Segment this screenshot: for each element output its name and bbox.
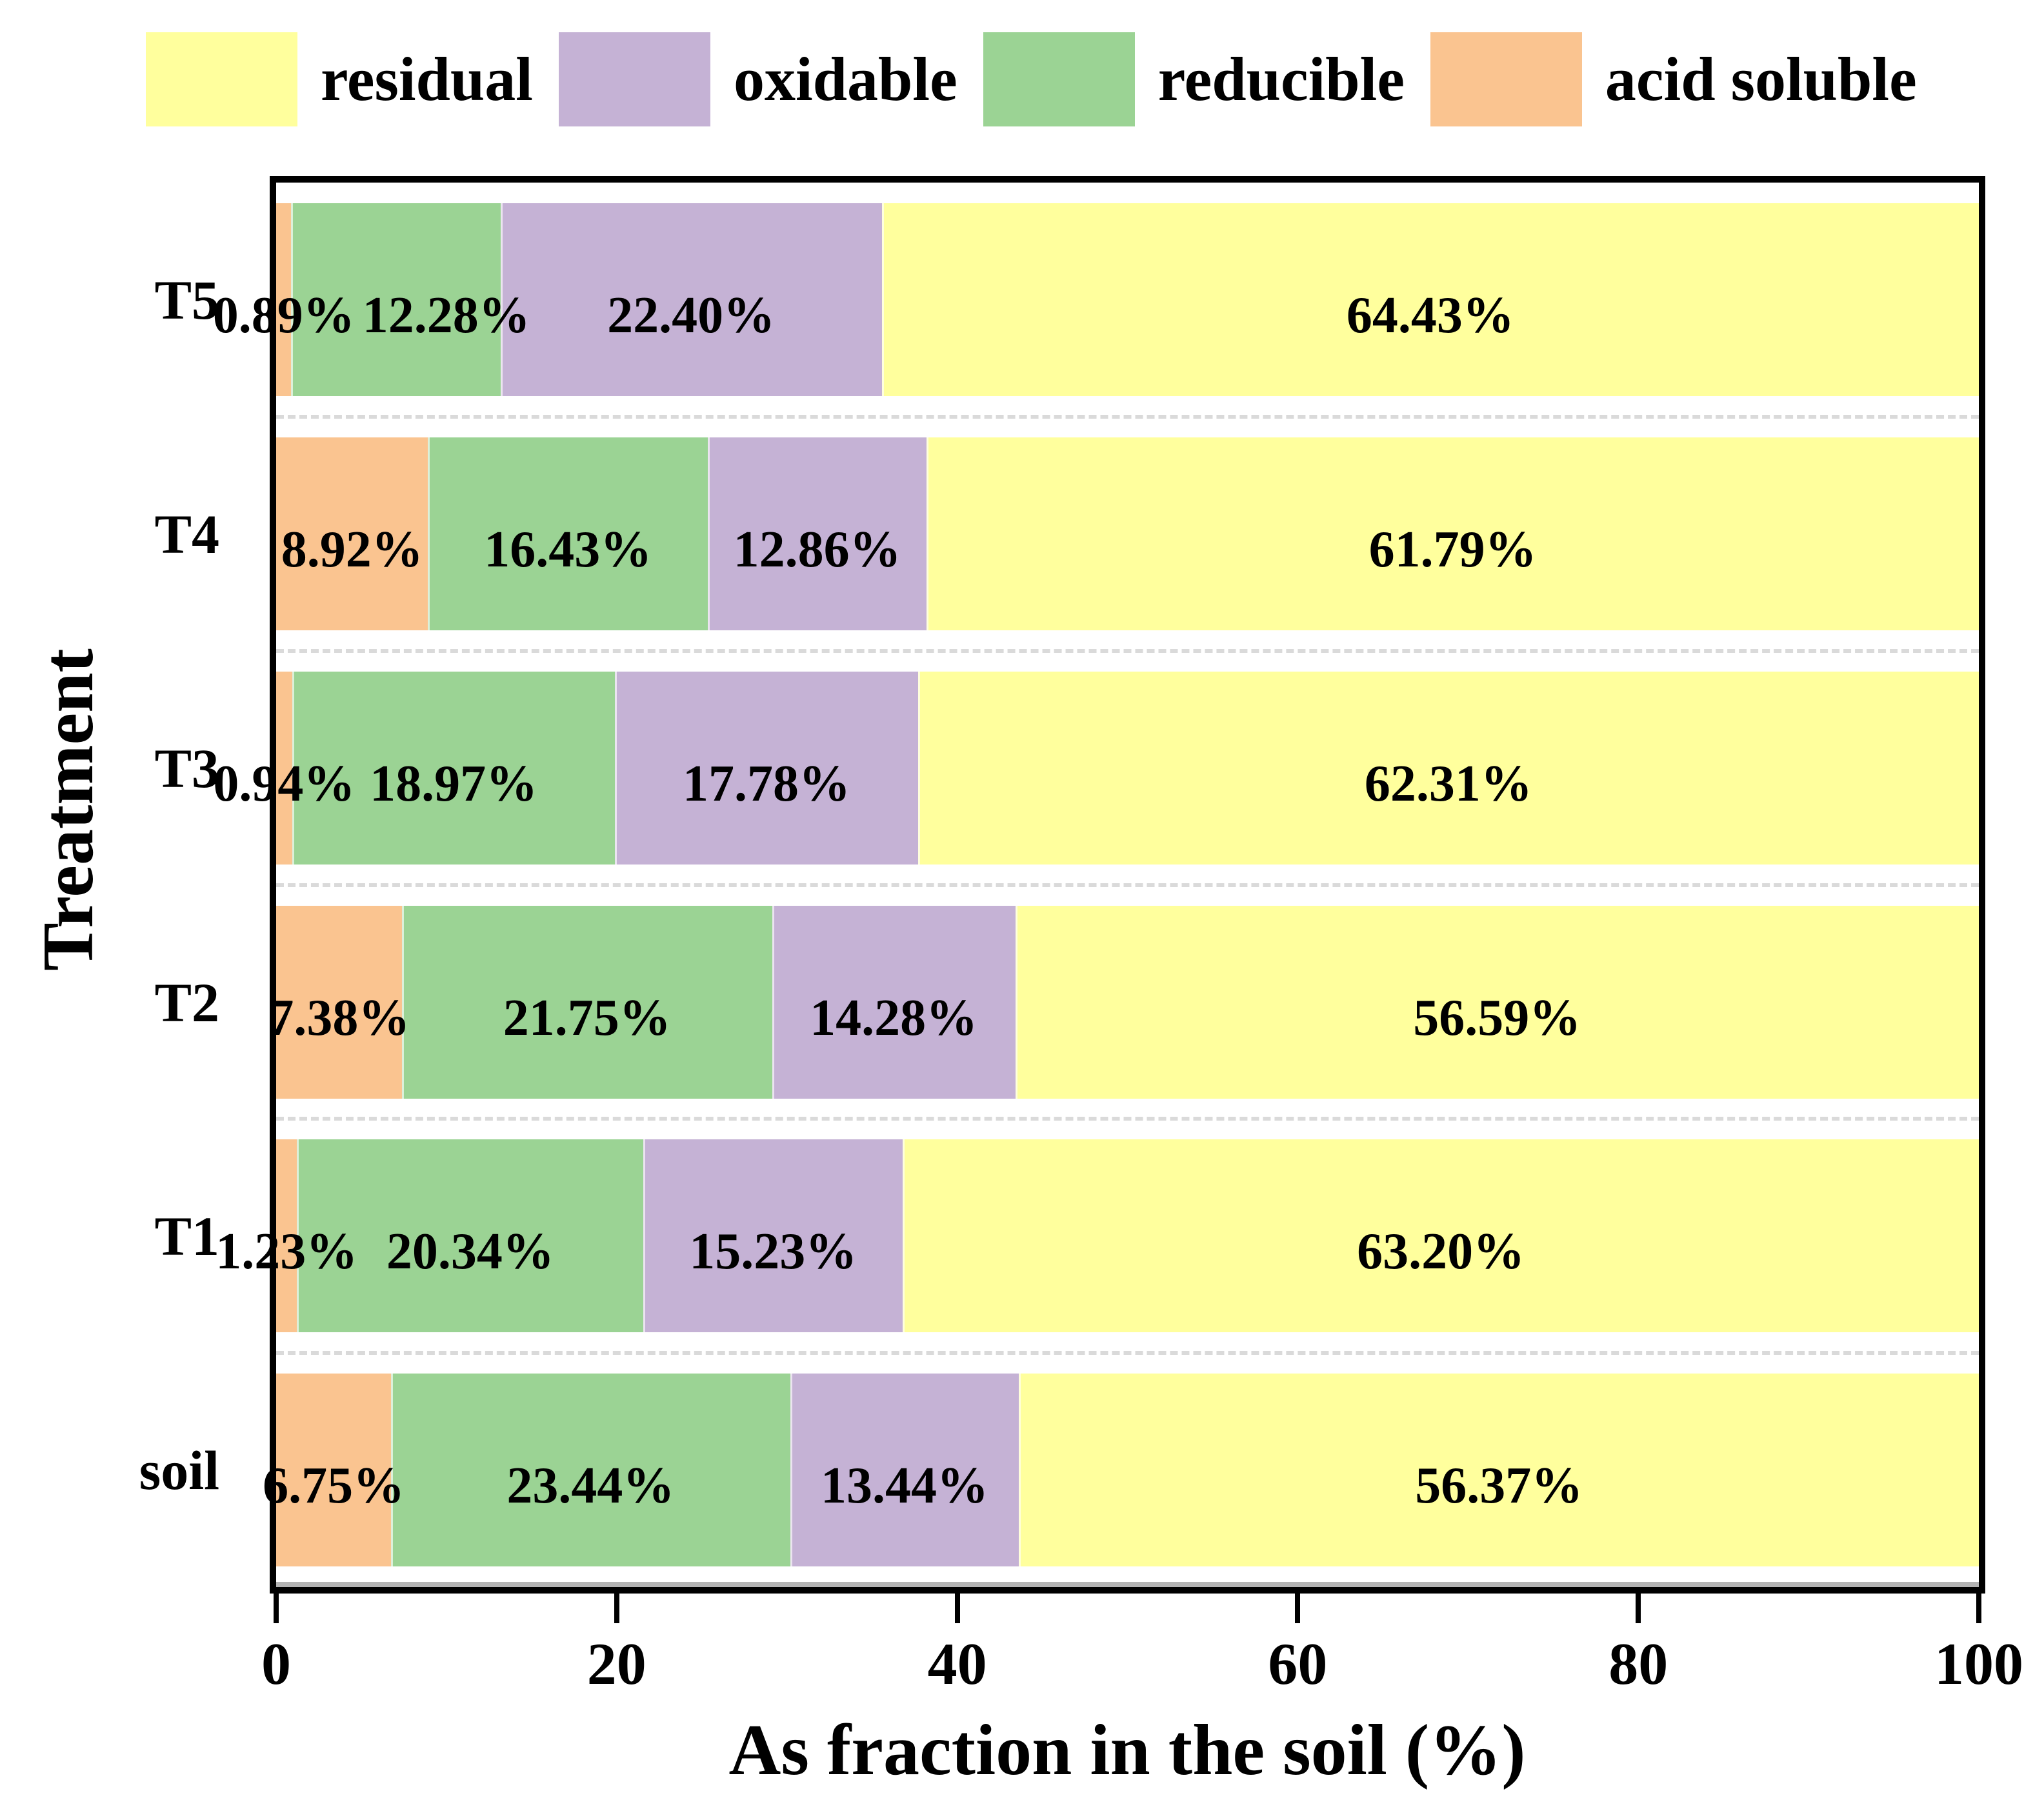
bar-segment-residual-T3 [917, 671, 1979, 865]
category-label-T3: T3 [154, 737, 219, 799]
bar-segment-oxidable-T2 [772, 905, 1016, 1099]
x-tick [1295, 1594, 1301, 1623]
bar-value-label: 56.59% [1413, 989, 1581, 1046]
bar-segment-oxidable-T5 [500, 203, 882, 396]
bar-segment-acid-soluble-T1 [276, 1139, 297, 1333]
bar-value-label: 15.23% [689, 1223, 857, 1281]
bar-value-label: 7.38% [268, 989, 410, 1046]
bar-segment-acid-soluble-T2 [276, 905, 402, 1099]
legend-swatch-reducible [983, 32, 1135, 126]
bar-segment-acid-soluble-T3 [276, 671, 292, 865]
bar-segment-acid-soluble-T4 [276, 437, 428, 630]
bar-value-label: 17.78% [683, 755, 851, 812]
bar-value-label: 64.43% [1346, 287, 1514, 344]
legend-item-acid-soluble: acid soluble [1430, 32, 1943, 126]
bar-segment-oxidable-T3 [615, 671, 918, 865]
x-tick [274, 1594, 279, 1623]
x-tick-label: 100 [1934, 1631, 2023, 1697]
bar-segment-residual-T1 [903, 1139, 1979, 1333]
bar-value-label: 16.43% [484, 521, 652, 578]
legend-swatch-acid-soluble [1430, 32, 1582, 126]
bar-value-label: 61.79% [1368, 521, 1537, 578]
legend-label-reducible: reducible [1157, 45, 1405, 114]
bar-value-label: 13.44% [821, 1457, 989, 1515]
x-tick [614, 1594, 619, 1623]
bar-value-label: 14.28% [810, 989, 978, 1046]
bar-segment-oxidable-T1 [643, 1139, 903, 1333]
plot-area-inner: 0.89% 12.28% 22.40% 64.43% 8.92% 16.43% 12.86%… [213, 183, 1979, 1587]
legend-item-oxidable: oxidable [558, 32, 983, 126]
bar-value-label: 20.34% [386, 1223, 554, 1281]
bar-segment-residual-T5 [881, 203, 1979, 396]
x-tick-label: 20 [586, 1631, 646, 1697]
bar-segment-reducible-soil [391, 1374, 790, 1567]
plot-area: 0.89% 12.28% 22.40% 64.43% 8.92% 16.43% 12.86%… [213, 176, 1985, 1594]
x-tick-label: 60 [1268, 1631, 1328, 1697]
row-separator [276, 648, 1979, 653]
bar-value-label: 23.44% [506, 1457, 675, 1515]
bar-segment-oxidable-soil [790, 1374, 1019, 1567]
bar-value-label: 62.31% [1364, 755, 1532, 812]
bar-segment-reducible-T2 [401, 905, 772, 1099]
legend-item-residual: residual [146, 32, 559, 126]
bar-segment-residual-T4 [927, 437, 1979, 630]
x-axis-title: As fraction in the soil (%) [728, 1710, 1526, 1790]
bar-value-label: 12.86% [733, 521, 901, 578]
legend-label-residual: residual [321, 45, 533, 114]
bar-segment-reducible-T5 [291, 203, 501, 396]
bar-value-label: 0.89% [212, 287, 355, 344]
bar-segment-residual-soil [1019, 1374, 1979, 1567]
bar-value-label: 1.23% [215, 1223, 358, 1281]
bar-segment-acid-soluble-soil [276, 1374, 392, 1567]
row-separator [276, 883, 1979, 887]
bar-value-label: 8.92% [281, 521, 423, 578]
bar-value-label: 22.40% [607, 287, 776, 344]
x-tick-label: 0 [261, 1631, 291, 1697]
category-label-T5: T5 [154, 269, 219, 331]
x-tick-label: 80 [1608, 1631, 1668, 1697]
category-label-T1: T1 [154, 1205, 219, 1268]
legend-item-reducible: reducible [983, 32, 1430, 126]
legend-label-oxidable: oxidable [733, 45, 957, 114]
bar-value-label: 21.75% [503, 989, 671, 1046]
row-separator [276, 1351, 1979, 1355]
x-tick [1976, 1594, 1981, 1623]
bar-value-label: 56.37% [1415, 1457, 1583, 1515]
x-tick-label: 40 [927, 1631, 987, 1697]
row-separator [276, 414, 1979, 419]
bar-value-label: 18.97% [370, 755, 538, 812]
bar-segment-acid-soluble-T5 [276, 203, 292, 396]
bar-value-label: 6.75% [263, 1457, 405, 1515]
bar-segment-reducible-T4 [428, 437, 708, 630]
x-tick [954, 1594, 960, 1623]
bar-segment-reducible-T1 [297, 1139, 644, 1333]
x-axis: 0 20 40 60 80 100 [261, 1594, 2023, 1735]
x-axis-shadow-line [276, 1582, 1979, 1587]
category-label-T2: T2 [154, 971, 219, 1034]
bar-value-label: 0.94% [213, 755, 356, 812]
legend-swatch-residual [146, 32, 297, 126]
bar-segment-reducible-T3 [292, 671, 616, 865]
category-label-T4: T4 [154, 503, 219, 565]
bar-segment-oxidable-T4 [707, 437, 927, 630]
bar-value-label: 12.28% [362, 287, 530, 344]
legend-label-acid-soluble: acid soluble [1605, 45, 1917, 114]
bar-value-label: 63.20% [1357, 1223, 1525, 1281]
row-separator [276, 1117, 1979, 1121]
x-tick [1636, 1594, 1641, 1623]
bar-segment-residual-T2 [1015, 905, 1979, 1099]
legend-swatch-oxidable [558, 32, 710, 126]
chart-legend: residual oxidable reducible acid soluble [146, 32, 1943, 126]
category-label-soil: soil [139, 1439, 219, 1502]
